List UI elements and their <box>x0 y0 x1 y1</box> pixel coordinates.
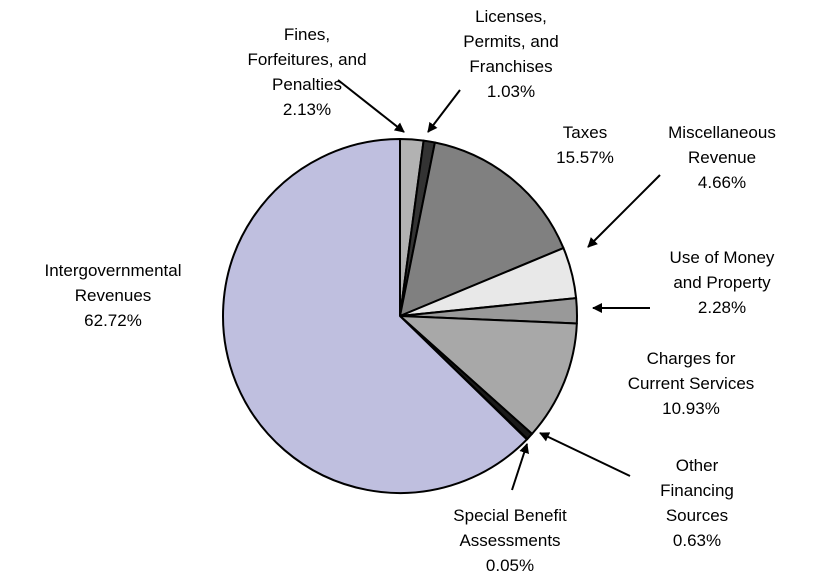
slice-percent: 62.72% <box>84 311 142 330</box>
slice-label-line: Financing <box>660 481 734 500</box>
slice-label-line: Penalties <box>272 75 342 94</box>
slice-label-line: Other <box>676 456 719 475</box>
slice-label-other-financing-sources: Other Financing Sources 0.63% <box>660 456 734 550</box>
slice-label-line: Fines, <box>284 25 330 44</box>
slice-label-line: Licenses, <box>475 7 547 26</box>
callout-arrow-fines-forfeitures-and-penalties <box>337 79 405 133</box>
slice-label-line: Sources <box>666 506 728 525</box>
slice-label-line: Revenue <box>688 148 756 167</box>
slice-label-taxes: Taxes 15.57% <box>556 123 614 167</box>
pie-slice-intergovernmental-revenues <box>222 138 528 494</box>
slice-label-line: Special Benefit <box>453 506 567 525</box>
slice-percent: 1.03% <box>487 82 535 101</box>
slice-label-line: Forfeitures, and <box>247 50 366 69</box>
callout-arrow-other-financing-sources <box>539 432 631 477</box>
slice-percent: 2.13% <box>283 100 331 119</box>
slice-label-line: Intergovernmental <box>44 261 181 280</box>
slice-percent: 10.93% <box>662 399 720 418</box>
slice-label-fines-forfeitures-and-penalties: Fines, Forfeitures, and Penalties 2.13% <box>247 25 366 119</box>
slice-label-line: Taxes <box>563 123 607 142</box>
slice-label-miscellaneous-revenue: Miscellaneous Revenue 4.66% <box>668 123 776 192</box>
slice-label-licenses-permits-and-franchises: Licenses, Permits, and Franchises 1.03% <box>463 7 558 101</box>
slice-percent: 4.66% <box>698 173 746 192</box>
slice-label-line: Charges for <box>647 349 736 368</box>
slice-percent: 2.28% <box>698 298 746 317</box>
slice-label-use-of-money-and-property: Use of Money and Property 2.28% <box>670 248 775 317</box>
slice-label-line: Miscellaneous <box>668 123 776 142</box>
slice-label-line: Current Services <box>628 374 755 393</box>
slice-label-line: Use of Money <box>670 248 775 267</box>
slice-percent: 0.05% <box>486 556 534 575</box>
slice-label-line: and Property <box>673 273 771 292</box>
slice-percent: 0.63% <box>673 531 721 550</box>
slice-labels: Fines, Forfeitures, and Penalties 2.13% Lice… <box>44 7 775 575</box>
callout-arrows <box>337 79 661 491</box>
callout-arrow-special-benefit-assessments <box>511 443 529 491</box>
pie-slices <box>222 137 578 494</box>
pie-slice-taxes <box>399 141 565 317</box>
slice-label-line: Franchises <box>469 57 552 76</box>
slice-percent: 15.57% <box>556 148 614 167</box>
slice-label-line: Revenues <box>75 286 152 305</box>
slice-label-line: Permits, and <box>463 32 558 51</box>
callout-arrow-miscellaneous-revenue <box>587 174 661 248</box>
slice-label-special-benefit-assessments: Special Benefit Assessments 0.05% <box>453 506 567 575</box>
slice-label-intergovernmental-revenues: Intergovernmental Revenues 62.72% <box>44 261 181 330</box>
pie-slice-charges-for-current-services <box>399 315 578 435</box>
slice-label-line: Assessments <box>459 531 560 550</box>
slice-label-charges-for-current-services: Charges for Current Services 10.93% <box>628 349 755 418</box>
callout-arrow-licenses-permits-and-franchises <box>427 89 461 133</box>
